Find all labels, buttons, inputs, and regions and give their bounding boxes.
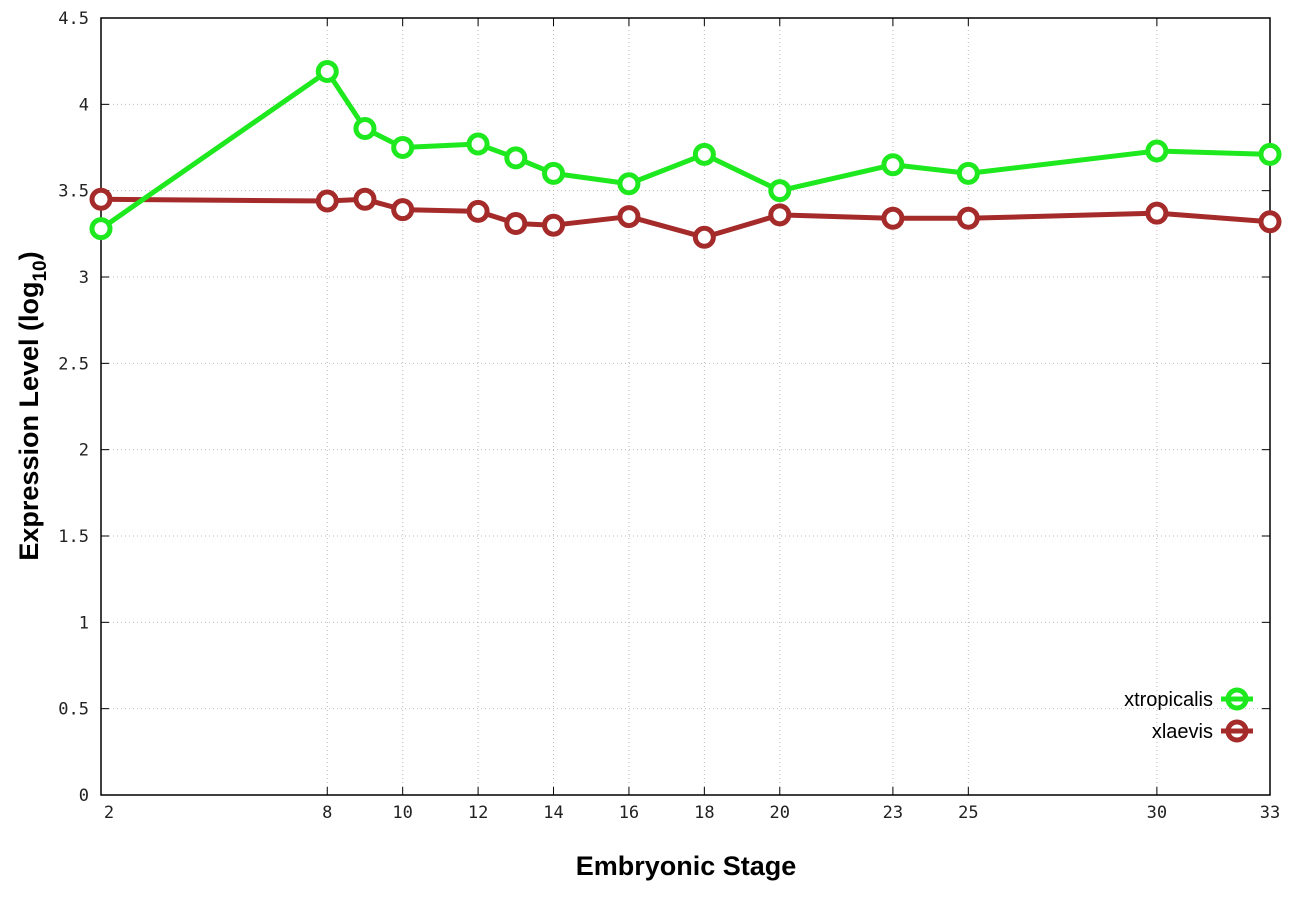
- y-axis: 0 0.5 1 1.5 2 2.5 3 3.5 4 4.5: [58, 9, 1270, 806]
- series-group: [89, 60, 1282, 249]
- data-point-xtropicalis: [504, 146, 528, 170]
- data-point-xlaevis: [881, 206, 905, 230]
- data-point-xtropicalis: [466, 132, 490, 156]
- y-axis-label: Expression Level (log10): [14, 251, 51, 560]
- legend-label-xtropicalis: xtropicalis: [1124, 689, 1213, 711]
- legend-marker-xlaevis: [1225, 719, 1249, 743]
- data-point-xtropicalis: [353, 117, 377, 141]
- y-tick-label: 0.5: [58, 700, 89, 720]
- data-point-xlaevis: [1258, 210, 1282, 234]
- x-tick-label: 2: [104, 803, 114, 823]
- legend-marker-xtropicalis: [1225, 687, 1249, 711]
- y-tick-label: 3.5: [58, 182, 89, 202]
- data-point-xtropicalis: [692, 142, 716, 166]
- data-point-xlaevis: [542, 213, 566, 237]
- data-point-xlaevis: [1145, 201, 1169, 225]
- data-point-xlaevis: [315, 189, 339, 213]
- x-tick-label: 25: [958, 803, 978, 823]
- x-tick-label: 18: [694, 803, 714, 823]
- x-tick-label: 16: [619, 803, 639, 823]
- legend-label-xlaevis: xlaevis: [1152, 721, 1213, 743]
- data-point-xtropicalis: [768, 179, 792, 203]
- x-tick-label: 20: [770, 803, 790, 823]
- data-point-xtropicalis: [391, 136, 415, 159]
- x-tick-label: 30: [1147, 803, 1167, 823]
- y-tick-label: 4.5: [58, 9, 89, 29]
- data-point-xlaevis: [353, 187, 377, 211]
- x-tick-label: 23: [883, 803, 903, 823]
- y-tick-label: 2.5: [58, 354, 89, 374]
- data-point-xlaevis: [692, 225, 716, 249]
- data-point-xlaevis: [617, 205, 641, 229]
- y-tick-label: 1: [79, 613, 89, 633]
- data-point-xlaevis: [504, 211, 528, 235]
- data-point-xlaevis: [391, 198, 415, 222]
- x-tick-label: 8: [322, 803, 332, 823]
- y-tick-label: 4: [79, 95, 89, 115]
- data-point-xtropicalis: [881, 153, 905, 177]
- data-point-xlaevis: [768, 203, 792, 227]
- y-tick-label: 1.5: [58, 527, 89, 547]
- legend: xtropicalis xlaevis: [1124, 687, 1253, 743]
- series-line-xtropicalis: [99, 69, 1271, 231]
- data-point-xtropicalis: [617, 172, 641, 196]
- data-point-xtropicalis: [956, 161, 980, 185]
- y-tick-label: 0: [79, 786, 89, 806]
- series-line-xlaevis: [100, 196, 1271, 240]
- data-point-xtropicalis: [1145, 139, 1169, 163]
- y-tick-label: 3: [79, 268, 89, 288]
- x-tick-label: 14: [543, 803, 563, 823]
- data-point-xlaevis: [466, 199, 490, 223]
- data-point-xlaevis: [956, 206, 980, 230]
- grid: [100, 17, 1271, 796]
- x-tick-label: 12: [468, 803, 488, 823]
- data-point-xtropicalis: [89, 217, 113, 241]
- data-point-xlaevis: [89, 187, 113, 211]
- plot-frame: [100, 17, 1271, 796]
- x-tick-label: 33: [1260, 803, 1280, 823]
- data-point-xtropicalis: [542, 161, 566, 185]
- x-axis: 2 8 10 12 14 16 18 20 23 25 30 33: [100, 18, 1280, 823]
- x-axis-label: Embryonic Stage: [576, 851, 797, 881]
- data-point-xtropicalis: [315, 60, 339, 84]
- x-tick-label: 10: [392, 803, 412, 823]
- data-point-xtropicalis: [1258, 142, 1282, 166]
- y-tick-label: 2: [79, 441, 89, 461]
